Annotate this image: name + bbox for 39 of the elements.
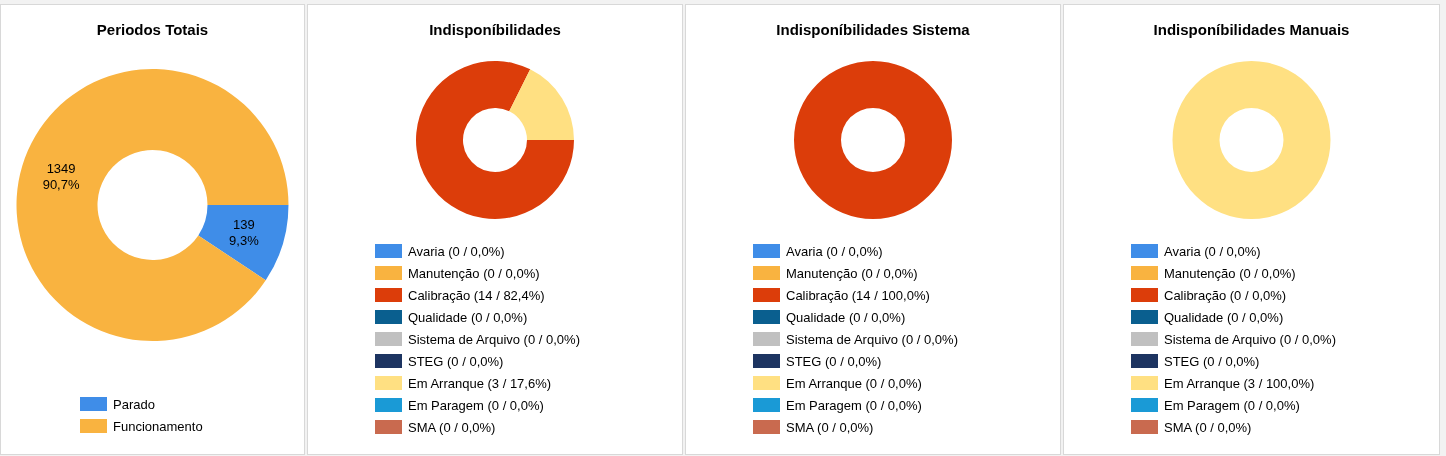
data-label: 139 9,3% xyxy=(229,216,260,248)
legend-label: Avaria (0 / 0,0%) xyxy=(1164,244,1261,259)
text: Indisponíbilidades Sistema xyxy=(776,21,971,38)
chart-title: Periodos Totais xyxy=(96,21,209,38)
legend-label: Qualidade (0 / 0,0%) xyxy=(1164,310,1284,325)
legend-label: SMA (0 / 0,0%) xyxy=(1164,420,1252,435)
text: Indisponíbilidades xyxy=(429,21,561,38)
donut-slice xyxy=(509,69,574,140)
legend-label: Em Arranque (3 / 100,0%) xyxy=(1164,376,1315,391)
legend-label: Em Arranque (3 / 17,6%) xyxy=(408,376,552,391)
legend-label: Em Paragem (0 / 0,0%) xyxy=(1164,398,1300,413)
legend-label: Calibração (14 / 100,0%) xyxy=(786,288,930,303)
legend-label: Calibração (14 / 82,4%) xyxy=(408,288,545,303)
donut-slice xyxy=(16,69,289,341)
legend-label: Funcionamento xyxy=(113,419,203,434)
data-label: 1349 90,7% xyxy=(42,161,80,193)
legend-label: STEG (0 / 0,0%) xyxy=(1164,354,1260,369)
donut-slice xyxy=(198,205,289,281)
legend-label: Manutenção (0 / 0,0%) xyxy=(1164,266,1296,281)
legend-label: Calibração (0 / 0,0%) xyxy=(1164,288,1287,303)
legend-label: STEG (0 / 0,0%) xyxy=(786,354,882,369)
legend-label: Sistema de Arquivo (0 / 0,0%) xyxy=(786,332,958,347)
donut-slice xyxy=(416,61,574,219)
legend-label: Em Paragem (0 / 0,0%) xyxy=(408,398,544,413)
legend-label: Manutenção (0 / 0,0%) xyxy=(408,266,540,281)
text: Indisponíbilidades Manuais xyxy=(1153,21,1350,38)
legend-label: Em Paragem (0 / 0,0%) xyxy=(786,398,922,413)
legend-label: STEG (0 / 0,0%) xyxy=(408,354,504,369)
legend-label: Avaria (0 / 0,0%) xyxy=(786,244,883,259)
legend-label: Parado xyxy=(113,397,155,412)
legend-label: SMA (0 / 0,0%) xyxy=(408,420,496,435)
legend-label: Manutenção (0 / 0,0%) xyxy=(786,266,918,281)
legend-label: Avaria (0 / 0,0%) xyxy=(408,244,505,259)
legend-label: SMA (0 / 0,0%) xyxy=(786,420,874,435)
legend-label: Qualidade (0 / 0,0%) xyxy=(786,310,906,325)
legend-label: Sistema de Arquivo (0 / 0,0%) xyxy=(1164,332,1336,347)
legend-label: Qualidade (0 / 0,0%) xyxy=(408,310,528,325)
legend-label: Sistema de Arquivo (0 / 0,0%) xyxy=(408,332,580,347)
legend-label: Em Arranque (0 / 0,0%) xyxy=(786,376,922,391)
